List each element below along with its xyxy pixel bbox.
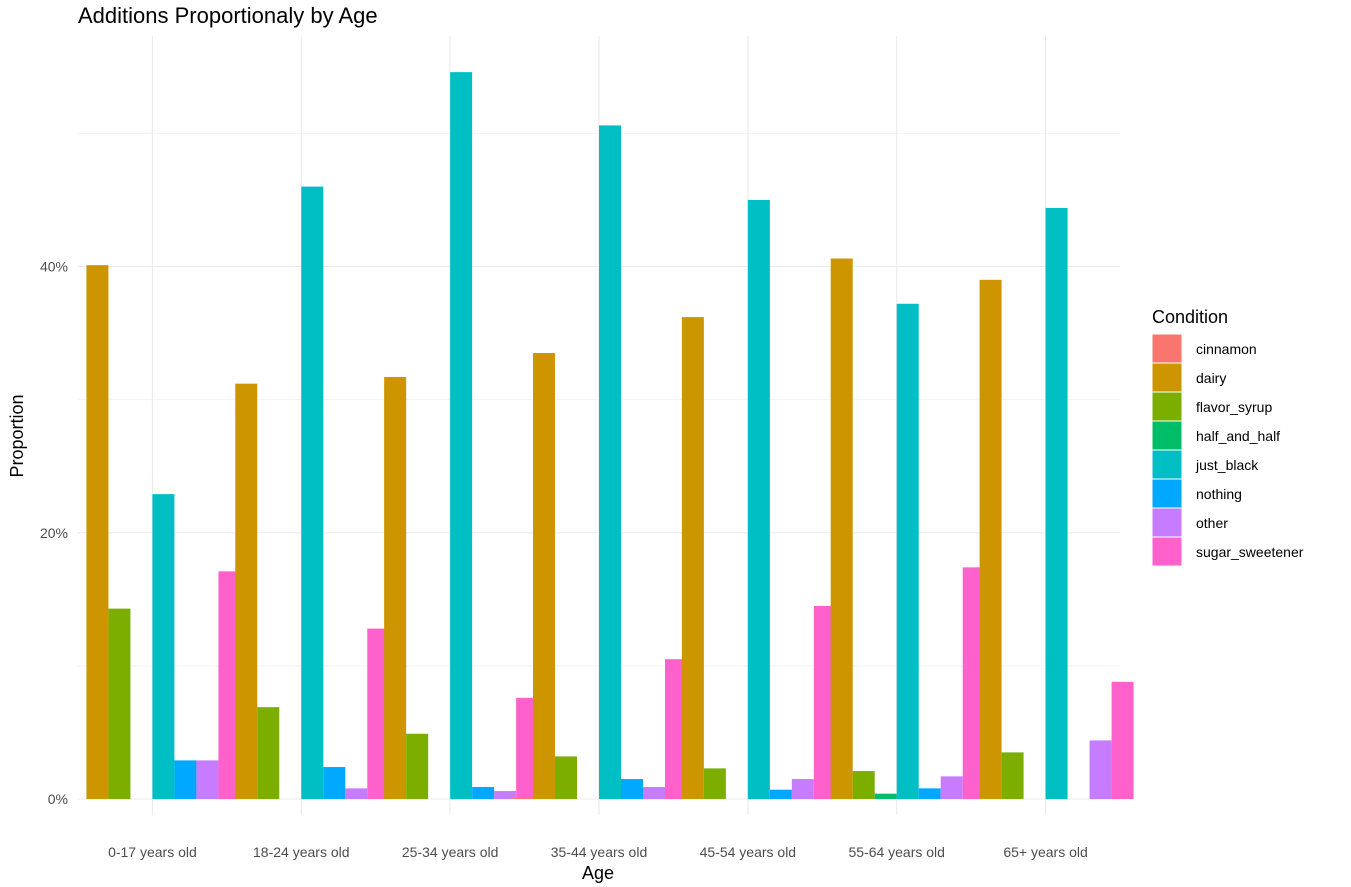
x-tick-labels: 0-17 years old 18-24 years old 25-34 years… [108, 844, 1088, 860]
bar-dairy [830, 258, 853, 799]
x-tick-label: 0-17 years old [108, 844, 197, 860]
bar-sugar_sweetener [813, 605, 836, 799]
bar-half_and_half [874, 793, 897, 799]
legend: Condition cinnamon dairy flavor_syrup half_… [1151, 307, 1304, 567]
legend-key-other [1151, 507, 1183, 538]
bar-cinnamon [511, 797, 533, 799]
legend-key-dairy [1151, 362, 1183, 393]
legend-label-flavor_syrup: flavor_syrup [1196, 399, 1272, 415]
x-tick-label: 35-44 years old [551, 844, 648, 860]
bar-flavor_syrup [108, 608, 131, 799]
bar-sugar_sweetener [218, 571, 241, 799]
bar-nothing [918, 788, 941, 799]
bar-flavor_syrup [257, 707, 280, 799]
x-tick-label: 65+ years old [1003, 844, 1087, 860]
bar-flavor_syrup [852, 771, 875, 799]
bar-other [1089, 740, 1112, 799]
legend-label-sugar_sweetener: sugar_sweetener [1196, 544, 1304, 560]
bar-just_black [599, 125, 621, 799]
legend-key-nothing [1151, 478, 1183, 509]
bar-other [791, 779, 814, 799]
bar-just_black [450, 72, 473, 799]
bar-nothing [769, 789, 792, 799]
bar-nothing [621, 779, 643, 799]
bar-just_black [747, 199, 770, 799]
bar-dairy [533, 353, 555, 799]
bar-other [494, 791, 517, 799]
bar-other [345, 788, 368, 799]
bar-dairy [681, 317, 704, 799]
y-tick-label: 40% [40, 259, 68, 275]
legend-title: Condition [1152, 307, 1228, 327]
bar-dairy [235, 383, 258, 799]
bar-nothing [174, 760, 197, 799]
legend-label-cinnamon: cinnamon [1196, 341, 1257, 357]
bar-just_black [896, 303, 919, 799]
bar-just_black [301, 186, 324, 799]
bar-dairy [979, 279, 1002, 799]
legend-key-half_and_half [1151, 420, 1183, 451]
x-tick-label: 45-54 years old [700, 844, 797, 860]
y-tick-label: 0% [48, 791, 68, 807]
bar-nothing [472, 787, 495, 799]
legend-label-dairy: dairy [1196, 370, 1226, 386]
y-axis-title: Proportion [7, 394, 27, 477]
bar-flavor_syrup [555, 756, 577, 799]
x-tick-label: 55-64 years old [848, 844, 945, 860]
x-tick-label: 18-24 years old [253, 844, 350, 860]
bar-sugar_sweetener [516, 697, 539, 799]
bar-flavor_syrup [1001, 752, 1024, 799]
x-axis-title: Age [582, 863, 614, 883]
legend-label-half_and_half: half_and_half [1196, 428, 1280, 444]
bars-layer [86, 72, 1134, 800]
chart-title: Additions Proportionaly by Age [78, 3, 378, 28]
bar-sugar_sweetener [962, 567, 985, 799]
y-tick-labels: 0% 20% 40% [40, 259, 68, 808]
y-tick-label: 20% [40, 525, 68, 541]
legend-key-flavor_syrup [1151, 391, 1183, 422]
bar-dairy [384, 376, 407, 799]
legend-label-nothing: nothing [1196, 486, 1242, 502]
legend-key-just_black [1151, 449, 1183, 480]
bar-other [643, 787, 665, 799]
legend-label-just_black: just_black [1195, 457, 1259, 473]
bar-just_black [152, 494, 175, 799]
legend-label-other: other [1196, 515, 1228, 531]
bar-just_black [1045, 207, 1068, 800]
bar-other [940, 776, 963, 799]
bar-dairy [86, 265, 109, 799]
bar-flavor_syrup [406, 733, 429, 799]
bar-sugar_sweetener [665, 659, 687, 799]
bar-sugar_sweetener [1111, 681, 1134, 799]
x-tick-label: 25-34 years old [402, 844, 499, 860]
bar-nothing [323, 767, 346, 799]
bar-flavor_syrup [703, 768, 726, 799]
bar-sugar_sweetener [367, 628, 390, 799]
legend-key-cinnamon [1151, 333, 1183, 364]
legend-key-sugar_sweetener [1151, 536, 1183, 567]
bar-other [196, 760, 219, 799]
